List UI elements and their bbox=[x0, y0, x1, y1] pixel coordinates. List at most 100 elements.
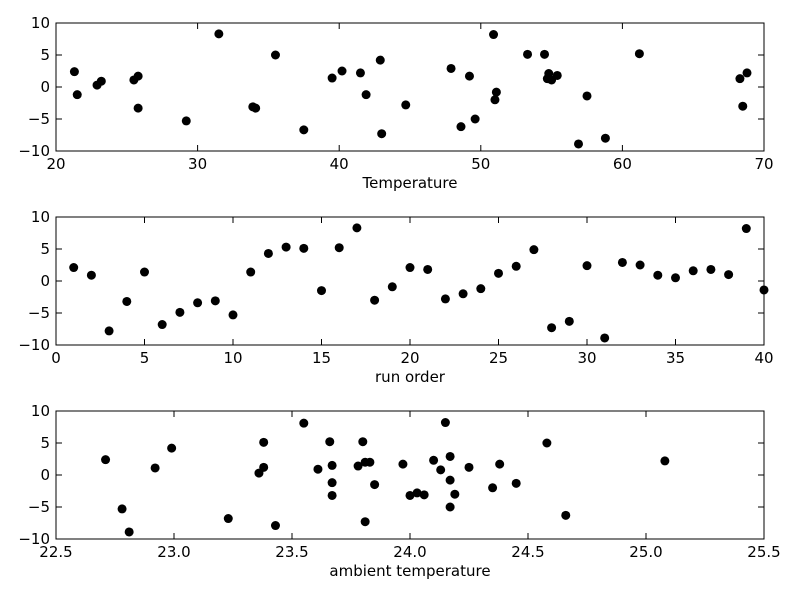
data-point bbox=[69, 263, 79, 273]
data-point bbox=[117, 504, 127, 514]
data-point bbox=[470, 114, 480, 124]
data-point bbox=[86, 270, 96, 280]
data-point bbox=[552, 70, 562, 80]
data-point bbox=[574, 139, 583, 149]
data-point bbox=[706, 264, 716, 274]
data-point bbox=[440, 418, 450, 428]
data-point bbox=[313, 464, 323, 474]
data-point bbox=[405, 263, 415, 273]
data-point bbox=[564, 316, 574, 326]
data-point bbox=[458, 289, 468, 299]
x-tick-label: 15 bbox=[312, 349, 331, 367]
data-point bbox=[634, 49, 644, 59]
x-tick-label: 70 bbox=[754, 155, 773, 173]
data-point bbox=[353, 461, 363, 471]
data-point bbox=[327, 460, 337, 470]
data-point bbox=[270, 521, 280, 531]
data-point bbox=[495, 459, 505, 469]
x-tick-label: 0 bbox=[51, 349, 61, 367]
data-point bbox=[660, 456, 670, 466]
x-tick-label: 35 bbox=[666, 349, 685, 367]
data-point bbox=[600, 333, 610, 343]
data-point bbox=[547, 323, 557, 333]
data-point bbox=[210, 296, 220, 306]
data-point bbox=[370, 480, 380, 490]
data-point bbox=[104, 326, 114, 336]
y-tick-label: −10 bbox=[18, 336, 50, 354]
data-point bbox=[671, 273, 680, 283]
plot-frame bbox=[55, 410, 765, 540]
x-tick-label: 10 bbox=[223, 349, 242, 367]
data-point bbox=[259, 462, 269, 472]
data-point bbox=[617, 257, 627, 267]
data-point bbox=[735, 74, 745, 84]
data-point bbox=[401, 100, 411, 110]
data-point bbox=[742, 68, 752, 78]
y-tick-label: −5 bbox=[28, 498, 50, 516]
data-point bbox=[327, 478, 337, 488]
data-point bbox=[464, 71, 474, 81]
data-point bbox=[360, 517, 370, 527]
data-point bbox=[412, 488, 422, 498]
data-point bbox=[688, 266, 698, 276]
data-point bbox=[445, 451, 455, 461]
data-point bbox=[398, 459, 408, 469]
data-point bbox=[445, 502, 455, 512]
x-tick-label: 40 bbox=[330, 155, 349, 173]
data-point bbox=[325, 437, 335, 447]
data-point bbox=[582, 91, 592, 101]
data-point bbox=[214, 29, 224, 39]
data-point bbox=[365, 457, 375, 467]
data-point bbox=[561, 510, 571, 520]
y-tick-label: 10 bbox=[31, 402, 50, 420]
data-point bbox=[377, 129, 387, 139]
data-point bbox=[445, 475, 455, 485]
data-point bbox=[450, 489, 460, 499]
y-tick-label: −5 bbox=[28, 304, 50, 322]
x-tick-label: 50 bbox=[471, 155, 490, 173]
data-point bbox=[370, 295, 380, 305]
data-point bbox=[299, 125, 309, 135]
data-point bbox=[429, 455, 439, 465]
data-point bbox=[476, 284, 486, 294]
data-point bbox=[124, 527, 134, 537]
data-point bbox=[653, 270, 663, 280]
x-tick-label: 25.0 bbox=[629, 543, 662, 561]
data-point bbox=[157, 320, 167, 330]
plot-frame bbox=[55, 22, 765, 152]
subplot-2: 0 5 10 15 20 25 30 35 40 10 5 0 −5 −10 run order bbox=[18, 208, 773, 386]
x-tick-label: 20 bbox=[400, 349, 419, 367]
data-point bbox=[246, 267, 256, 277]
data-points bbox=[69, 223, 769, 343]
x-tick-label: 5 bbox=[140, 349, 150, 367]
data-point bbox=[523, 49, 533, 59]
data-point bbox=[223, 514, 233, 524]
data-point bbox=[488, 483, 498, 493]
data-point bbox=[352, 223, 362, 233]
x-tick-label: 23.5 bbox=[275, 543, 308, 561]
y-tick-label: −10 bbox=[18, 530, 50, 548]
x-axis-label: run order bbox=[375, 368, 446, 386]
y-tick-label: 10 bbox=[31, 208, 50, 226]
x-axis-label: ambient temperature bbox=[329, 562, 490, 580]
data-point bbox=[456, 122, 466, 132]
data-point bbox=[491, 87, 501, 97]
y-tick-label: 10 bbox=[31, 14, 50, 32]
data-point bbox=[511, 261, 521, 271]
data-point bbox=[259, 437, 269, 447]
data-point bbox=[337, 66, 347, 76]
data-point bbox=[299, 418, 309, 428]
data-point bbox=[375, 55, 385, 65]
data-point bbox=[355, 68, 365, 78]
data-points bbox=[69, 29, 752, 149]
data-point bbox=[489, 30, 499, 40]
data-point bbox=[464, 462, 474, 472]
data-point bbox=[270, 50, 280, 60]
y-tick-label: 5 bbox=[40, 46, 50, 64]
data-point bbox=[175, 307, 185, 317]
x-tick-label: 25 bbox=[489, 349, 508, 367]
x-tick-label: 60 bbox=[613, 155, 632, 173]
